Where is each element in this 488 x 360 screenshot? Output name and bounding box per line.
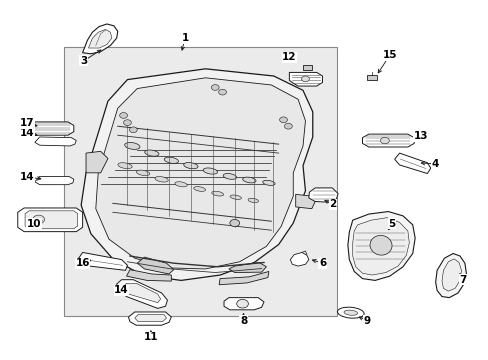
Ellipse shape bbox=[223, 174, 236, 179]
Polygon shape bbox=[135, 315, 166, 321]
Polygon shape bbox=[78, 252, 127, 270]
Text: 7: 7 bbox=[458, 275, 466, 285]
Polygon shape bbox=[308, 188, 337, 202]
Polygon shape bbox=[88, 30, 112, 48]
Ellipse shape bbox=[262, 180, 274, 185]
Polygon shape bbox=[441, 259, 461, 291]
Text: 10: 10 bbox=[26, 219, 41, 229]
Ellipse shape bbox=[369, 235, 391, 255]
Circle shape bbox=[218, 89, 226, 95]
Ellipse shape bbox=[337, 307, 364, 318]
Text: 16: 16 bbox=[75, 258, 90, 268]
Ellipse shape bbox=[193, 186, 205, 192]
Text: 14: 14 bbox=[20, 128, 35, 138]
Polygon shape bbox=[18, 208, 82, 231]
Ellipse shape bbox=[164, 157, 178, 163]
Text: 8: 8 bbox=[240, 316, 246, 325]
Polygon shape bbox=[219, 271, 268, 285]
Bar bbox=[303, 65, 311, 69]
Ellipse shape bbox=[344, 310, 357, 315]
Polygon shape bbox=[82, 24, 118, 54]
Text: 17: 17 bbox=[20, 118, 35, 128]
Polygon shape bbox=[25, 211, 78, 229]
Polygon shape bbox=[435, 253, 466, 298]
Polygon shape bbox=[35, 176, 74, 185]
Polygon shape bbox=[347, 212, 414, 280]
Polygon shape bbox=[295, 194, 315, 209]
Text: 9: 9 bbox=[363, 316, 370, 325]
Polygon shape bbox=[228, 262, 266, 273]
Circle shape bbox=[301, 76, 309, 82]
Ellipse shape bbox=[203, 168, 217, 174]
Polygon shape bbox=[126, 270, 171, 281]
Polygon shape bbox=[290, 252, 308, 266]
Text: 11: 11 bbox=[143, 332, 158, 342]
Circle shape bbox=[284, 123, 292, 129]
Text: 5: 5 bbox=[387, 219, 395, 229]
Text: 4: 4 bbox=[431, 159, 438, 169]
Polygon shape bbox=[224, 298, 264, 310]
Ellipse shape bbox=[175, 182, 187, 187]
Ellipse shape bbox=[242, 177, 256, 183]
Ellipse shape bbox=[229, 195, 241, 199]
Polygon shape bbox=[289, 72, 322, 86]
Text: 13: 13 bbox=[413, 131, 427, 141]
Ellipse shape bbox=[118, 163, 132, 168]
Circle shape bbox=[279, 117, 287, 123]
Polygon shape bbox=[64, 47, 336, 316]
Ellipse shape bbox=[155, 176, 168, 182]
Circle shape bbox=[211, 85, 219, 90]
Circle shape bbox=[229, 220, 239, 226]
Ellipse shape bbox=[144, 150, 159, 156]
Polygon shape bbox=[362, 134, 413, 147]
Polygon shape bbox=[137, 257, 173, 274]
Ellipse shape bbox=[136, 170, 149, 176]
Text: 15: 15 bbox=[382, 50, 396, 60]
Ellipse shape bbox=[124, 143, 140, 149]
Text: 1: 1 bbox=[181, 33, 188, 43]
Circle shape bbox=[380, 137, 388, 144]
Bar bbox=[366, 75, 376, 80]
Circle shape bbox=[129, 127, 137, 133]
Polygon shape bbox=[86, 151, 108, 173]
Text: 12: 12 bbox=[282, 52, 296, 62]
Polygon shape bbox=[122, 283, 160, 303]
Text: 14: 14 bbox=[20, 172, 35, 182]
Polygon shape bbox=[35, 137, 76, 146]
Circle shape bbox=[33, 215, 44, 224]
Ellipse shape bbox=[247, 198, 258, 203]
Polygon shape bbox=[81, 69, 312, 280]
Circle shape bbox=[236, 300, 248, 308]
Polygon shape bbox=[394, 153, 430, 174]
Polygon shape bbox=[352, 218, 408, 275]
Circle shape bbox=[123, 120, 131, 126]
Ellipse shape bbox=[211, 191, 223, 196]
Text: 2: 2 bbox=[329, 199, 336, 210]
Text: 3: 3 bbox=[80, 56, 87, 66]
Polygon shape bbox=[128, 312, 171, 325]
Polygon shape bbox=[24, 122, 74, 135]
Polygon shape bbox=[117, 280, 167, 309]
Polygon shape bbox=[96, 78, 305, 269]
Circle shape bbox=[120, 113, 127, 118]
Text: 14: 14 bbox=[114, 285, 129, 296]
Text: 6: 6 bbox=[318, 258, 325, 268]
Ellipse shape bbox=[183, 163, 198, 169]
